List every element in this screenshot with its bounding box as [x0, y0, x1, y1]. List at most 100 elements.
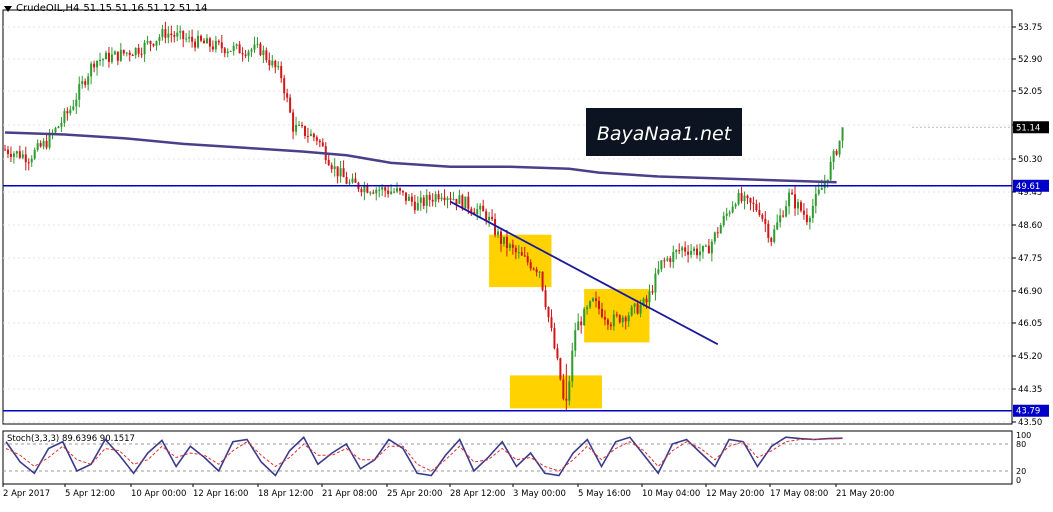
candle-body — [381, 187, 384, 190]
candle-body — [378, 189, 381, 191]
candle-body — [767, 223, 770, 238]
candle-body — [675, 250, 678, 253]
candle-body — [134, 47, 137, 56]
candle-body — [262, 50, 265, 56]
candle-body — [556, 348, 559, 359]
candle-body — [15, 151, 18, 154]
candle-body — [589, 301, 592, 308]
candle-body — [137, 47, 140, 54]
candle-body — [716, 232, 719, 234]
candle-body — [250, 49, 253, 52]
candle-body — [63, 111, 66, 123]
price-axis-label: 52.05 — [1018, 87, 1042, 97]
candle-body — [96, 60, 99, 68]
candle-body — [122, 49, 125, 54]
candle-body — [330, 165, 333, 170]
time-axis-label: 17 May 08:00 — [770, 489, 828, 499]
candle-body — [725, 213, 728, 216]
candle-body — [491, 216, 494, 220]
candle-body — [532, 268, 535, 270]
candle-body — [57, 126, 60, 128]
candle-body — [301, 124, 303, 127]
candle-body — [624, 317, 627, 322]
candle-body — [743, 195, 746, 202]
candle-body — [66, 111, 69, 114]
candle-body — [687, 251, 690, 255]
candle-body — [690, 251, 693, 255]
candle-body — [794, 194, 797, 209]
candle-body — [728, 212, 731, 214]
candle-body — [54, 127, 57, 133]
candle-body — [719, 225, 722, 234]
stoch-axis-label: 20 — [1016, 467, 1026, 476]
candle-body — [220, 42, 223, 49]
candle-body — [835, 150, 838, 155]
candle-body — [197, 35, 200, 48]
candle-body — [592, 298, 595, 302]
candle-body — [437, 194, 440, 200]
candle-body — [452, 198, 455, 200]
candle-body — [464, 196, 467, 209]
candle-body — [21, 154, 24, 158]
trendline[interactable] — [450, 200, 719, 346]
candle-body — [455, 198, 458, 204]
candle-body — [761, 214, 764, 219]
candle-body — [461, 195, 464, 209]
candle-body — [259, 43, 262, 56]
candle-body — [407, 196, 410, 201]
price-axis-label: 44.35 — [1018, 385, 1042, 395]
candle-body — [779, 215, 782, 223]
candle-body — [286, 93, 289, 98]
candle-body — [693, 248, 696, 252]
candle-body — [734, 204, 737, 207]
time-axis-label: 12 Apr 16:00 — [193, 489, 248, 499]
candle-body — [535, 269, 538, 273]
candle-body — [366, 186, 369, 193]
candle-body — [449, 198, 452, 200]
candle-body — [30, 158, 33, 163]
candle-body — [776, 222, 779, 230]
current-price-label: 51.14 — [1016, 123, 1040, 133]
candle-body — [223, 48, 226, 54]
candle-body — [502, 236, 505, 244]
candle-body — [232, 45, 235, 51]
candle-body — [333, 166, 336, 170]
candle-body — [116, 51, 119, 61]
candle-body — [75, 99, 78, 107]
candle-body — [205, 38, 208, 44]
candle-body — [681, 247, 684, 251]
candle-body — [104, 52, 107, 60]
candle-body — [289, 97, 292, 113]
candle-body — [609, 324, 612, 327]
candle-body — [45, 140, 48, 148]
candle-body — [791, 192, 794, 195]
candle-body — [354, 178, 357, 183]
candle-body — [81, 81, 84, 85]
stoch-main-line — [5, 435, 843, 477]
candle-body — [494, 219, 497, 235]
candle-body — [396, 188, 399, 192]
price-axis-label: 50.30 — [1018, 155, 1042, 165]
candle-body — [470, 208, 473, 212]
candle-body — [657, 269, 660, 274]
candle-body — [155, 40, 158, 46]
candle-body — [672, 252, 675, 263]
dropdown-triangle-icon[interactable] — [4, 5, 12, 12]
candle-body — [704, 245, 707, 247]
candle-body — [351, 178, 354, 183]
candle-body — [336, 166, 339, 177]
candle-body — [550, 317, 553, 329]
candle-body — [499, 231, 502, 244]
candle-body — [434, 194, 437, 202]
candle-body — [805, 214, 808, 223]
candle-body — [788, 192, 791, 207]
candle-body — [422, 197, 425, 206]
candle-body — [565, 398, 568, 401]
candle-body — [523, 255, 526, 257]
candle-body — [271, 60, 274, 66]
candle-body — [696, 248, 699, 256]
candle-body — [140, 53, 143, 55]
candle-body — [603, 317, 606, 320]
candle-body — [87, 76, 90, 85]
